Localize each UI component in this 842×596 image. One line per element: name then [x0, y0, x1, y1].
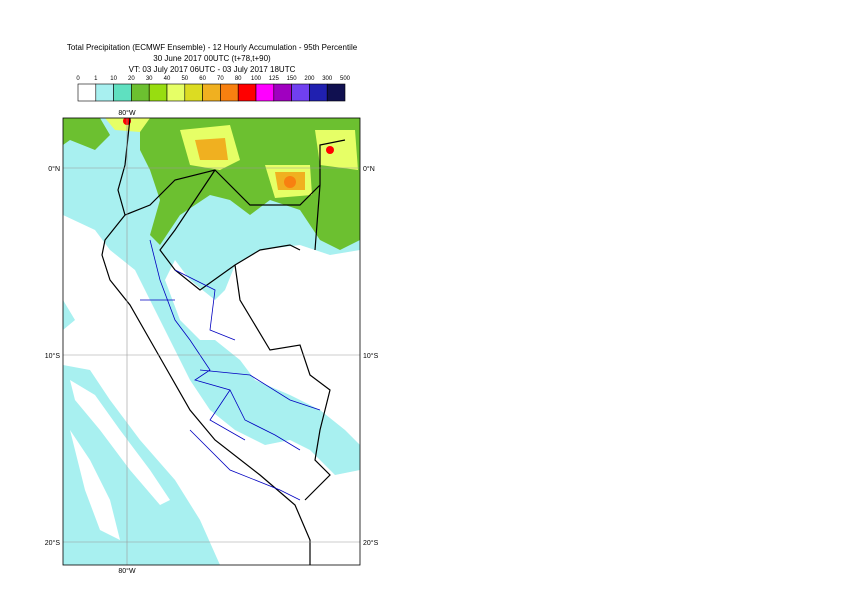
legend-tick-label: 60: [199, 76, 206, 82]
legend-tick-label: 80: [235, 76, 242, 82]
legend-tick-label: 500: [340, 76, 351, 82]
legend-tick-label: 70: [217, 76, 224, 82]
legend-swatch: [166, 83, 186, 102]
legend-tick-label: 20: [128, 76, 135, 82]
legend-tick-label: 30: [146, 76, 153, 82]
legend-swatch: [326, 83, 346, 102]
lat-label: 10°S: [45, 352, 61, 360]
legend-swatch: [95, 83, 114, 102]
lat-label: 0°N: [48, 165, 60, 173]
legend-swatch: [237, 83, 257, 102]
legend-swatch: [309, 83, 328, 102]
legend-tick-label: 50: [181, 76, 188, 82]
legend-tick-label: 200: [304, 76, 315, 82]
title-line: 30 June 2017 00UTC (t+78,t+90): [153, 54, 271, 63]
legend-tick-label: 100: [251, 76, 262, 82]
legend-tick-label: 0: [76, 76, 80, 82]
legend-swatch: [202, 83, 221, 102]
legend-swatch: [113, 83, 132, 102]
legend-swatch: [184, 83, 203, 102]
precipitation-field: [63, 118, 360, 565]
lon-label: 80°W: [118, 567, 136, 575]
legend-tick-label: 10: [110, 76, 117, 82]
lon-label: 80°W: [118, 109, 136, 117]
legend-swatch: [291, 83, 310, 102]
title-line: VT: 03 July 2017 06UTC - 03 July 2017 18…: [129, 65, 296, 74]
map-frame: [62, 117, 361, 566]
legend-swatch: [77, 83, 97, 102]
lat-label: 20°S: [45, 539, 61, 547]
legend-swatch: [220, 83, 239, 102]
graticule: [63, 118, 360, 565]
legend-swatch: [273, 83, 292, 102]
legend-swatch: [131, 83, 150, 102]
legend-tick-label: 40: [164, 76, 171, 82]
lat-label: 0°N: [363, 165, 375, 173]
lat-label: 20°S: [363, 539, 379, 547]
legend-swatch: [255, 83, 275, 102]
legend: 0 1 10 20 30 40 50 60 70 80 100 125 150 200 300 500: [76, 76, 351, 102]
legend-swatch: [148, 83, 168, 102]
title-line: Total Precipitation (ECMWF Ensemble) - 1…: [67, 43, 358, 52]
lat-label: 10°S: [363, 352, 379, 360]
legend-tick-label: 125: [269, 76, 280, 82]
legend-tick-label: 300: [322, 76, 333, 82]
legend-tick-label: 1: [94, 76, 98, 82]
legend-tick-label: 150: [287, 76, 298, 82]
